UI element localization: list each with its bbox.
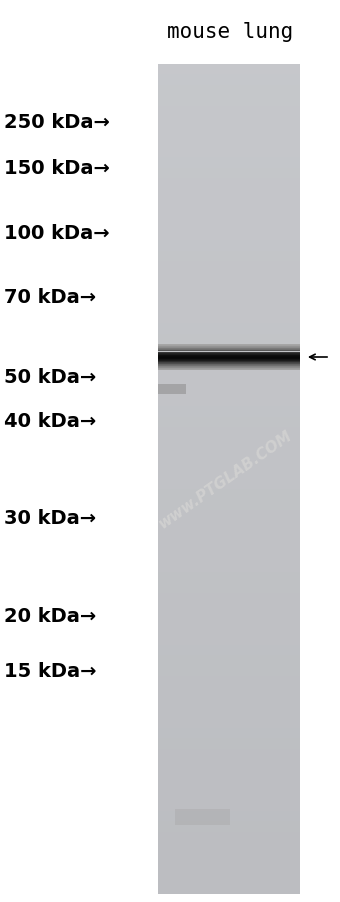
Bar <box>158 293 300 304</box>
Text: 20 kDa→: 20 kDa→ <box>4 607 96 626</box>
Bar <box>158 541 300 553</box>
Bar <box>158 418 300 428</box>
Text: mouse lung: mouse lung <box>167 22 293 42</box>
Bar <box>158 324 300 335</box>
Bar <box>158 169 300 179</box>
Bar <box>158 252 300 262</box>
Bar <box>158 511 300 521</box>
Bar <box>158 314 300 325</box>
Bar <box>158 645 300 656</box>
Text: 40 kDa→: 40 kDa→ <box>4 412 96 431</box>
Text: 150 kDa→: 150 kDa→ <box>4 159 110 178</box>
Bar <box>158 822 300 833</box>
Bar <box>158 718 300 729</box>
Text: 70 kDa→: 70 kDa→ <box>4 288 96 308</box>
Bar <box>158 852 300 863</box>
Bar <box>158 863 300 874</box>
Bar <box>158 656 300 667</box>
Bar <box>158 811 300 822</box>
Bar <box>158 199 300 210</box>
Bar <box>158 106 300 117</box>
Bar <box>158 96 300 106</box>
Bar <box>158 407 300 418</box>
Bar <box>158 697 300 708</box>
Bar <box>158 189 300 200</box>
Text: 250 kDa→: 250 kDa→ <box>4 113 110 132</box>
Bar <box>158 707 300 718</box>
Bar <box>158 676 300 687</box>
Bar <box>158 137 300 148</box>
Bar <box>158 428 300 438</box>
Bar <box>158 345 300 355</box>
Bar <box>158 179 300 189</box>
Bar <box>158 459 300 470</box>
Bar <box>158 490 300 501</box>
Bar <box>158 231 300 242</box>
Bar <box>158 86 300 97</box>
Bar <box>158 438 300 449</box>
Bar <box>158 780 300 791</box>
Bar <box>158 127 300 138</box>
Bar <box>158 148 300 159</box>
Bar <box>158 262 300 272</box>
Bar <box>158 335 300 345</box>
Bar <box>158 65 300 76</box>
Bar <box>158 832 300 842</box>
Text: www.PTGLAB.COM: www.PTGLAB.COM <box>155 428 294 531</box>
Bar <box>158 552 300 563</box>
Bar <box>158 355 300 366</box>
Bar <box>158 303 300 314</box>
Bar <box>158 686 300 697</box>
Text: 30 kDa→: 30 kDa→ <box>4 509 96 528</box>
Bar <box>158 842 300 853</box>
Bar <box>158 397 300 408</box>
Bar <box>158 241 300 252</box>
Bar <box>158 386 300 397</box>
Bar <box>158 790 300 801</box>
Bar <box>158 583 300 594</box>
Bar <box>158 384 186 394</box>
Bar <box>158 210 300 221</box>
Bar <box>158 873 300 884</box>
Text: 50 kDa→: 50 kDa→ <box>4 368 96 387</box>
Bar <box>158 666 300 676</box>
Bar <box>158 376 300 387</box>
Bar <box>158 480 300 491</box>
Bar <box>158 469 300 480</box>
Bar <box>158 562 300 574</box>
Bar <box>158 728 300 739</box>
Bar <box>158 749 300 759</box>
Bar <box>158 448 300 459</box>
Bar <box>158 769 300 780</box>
Bar <box>158 624 300 635</box>
Bar <box>158 573 300 584</box>
Text: 15 kDa→: 15 kDa→ <box>4 662 97 681</box>
Bar <box>158 365 300 376</box>
Bar <box>158 220 300 231</box>
Bar <box>158 635 300 646</box>
Bar <box>158 594 300 604</box>
Bar <box>158 531 300 542</box>
Bar <box>158 521 300 532</box>
Bar <box>158 75 300 87</box>
Bar <box>158 614 300 625</box>
Bar <box>175 809 230 825</box>
Text: 100 kDa→: 100 kDa→ <box>4 225 109 244</box>
Bar <box>158 603 300 614</box>
Bar <box>158 801 300 812</box>
Bar <box>158 272 300 283</box>
Bar <box>158 501 300 511</box>
Bar <box>158 759 300 770</box>
Bar <box>158 282 300 293</box>
Bar <box>158 158 300 169</box>
Bar <box>158 884 300 895</box>
Bar <box>158 116 300 127</box>
Bar <box>158 739 300 750</box>
